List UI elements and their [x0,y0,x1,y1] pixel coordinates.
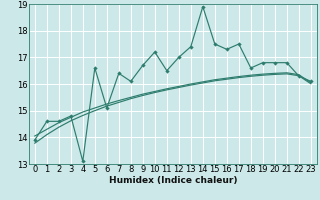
X-axis label: Humidex (Indice chaleur): Humidex (Indice chaleur) [108,176,237,185]
